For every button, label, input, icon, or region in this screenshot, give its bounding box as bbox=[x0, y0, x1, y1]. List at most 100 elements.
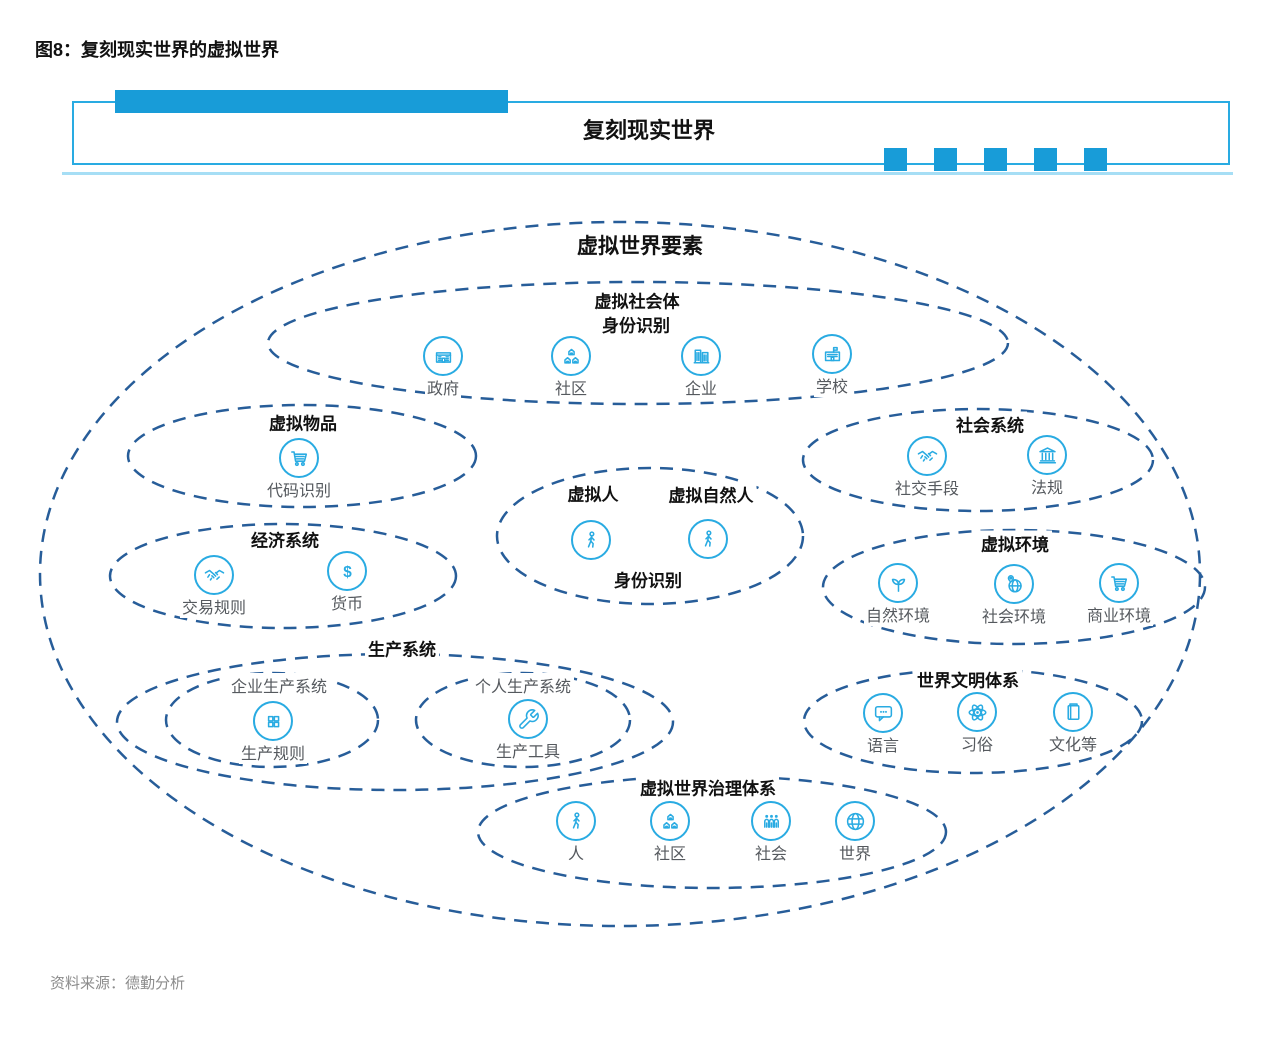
item-label: 社交手段 bbox=[892, 481, 962, 499]
banner-title: 复刻现实世界 bbox=[582, 118, 715, 143]
item-label: 人 bbox=[565, 846, 586, 864]
item-label: 生产规则 bbox=[238, 746, 308, 764]
diagram-item-virtual-natural-person bbox=[688, 519, 728, 559]
diagram-item-natural-env: 自然环境 bbox=[863, 563, 933, 626]
virtual-natural-person-title: 虚拟自然人 bbox=[665, 481, 757, 507]
banner-square bbox=[884, 148, 907, 171]
item-label: 社区 bbox=[651, 846, 688, 864]
production-system-ellipse bbox=[115, 652, 675, 792]
banner-squares bbox=[884, 148, 1107, 171]
economic-system-ellipse bbox=[108, 522, 458, 630]
diagram-item-production-rules: 生产规则 bbox=[238, 701, 308, 764]
item-label: 文化等 bbox=[1046, 737, 1100, 755]
item-label: 语言 bbox=[864, 738, 901, 756]
banner-square bbox=[1084, 148, 1107, 171]
diagram-item-customs: 习俗 bbox=[957, 692, 997, 755]
diagram-item-virtual-person bbox=[571, 520, 611, 560]
outer-world-label: 虚拟世界要素 bbox=[574, 230, 706, 260]
law-court-icon bbox=[1027, 435, 1067, 475]
diagram-item-society: 社会 bbox=[751, 801, 791, 864]
social-body-title-line1: 虚拟社会体 bbox=[591, 287, 683, 313]
item-label: 代码识别 bbox=[264, 483, 334, 501]
walking-person-icon bbox=[556, 801, 596, 841]
item-label: 社会 bbox=[752, 846, 789, 864]
identity-recognition-label: 身份识别 bbox=[611, 566, 685, 592]
diagram-item-social-env: 社会环境 bbox=[979, 564, 1049, 627]
item-label: 生产工具 bbox=[493, 744, 563, 762]
virtual-person-title: 虚拟人 bbox=[564, 480, 622, 506]
sprout-icon bbox=[877, 563, 918, 603]
economic-system-title: 经济系统 bbox=[248, 526, 322, 552]
diagram-item-business-env: 商业环境 bbox=[1084, 563, 1154, 626]
social-body-title-line2: 身份识别 bbox=[599, 311, 673, 337]
figure-title: 图8：复刻现实世界的虚拟世界 bbox=[35, 40, 280, 60]
item-label: 自然环境 bbox=[863, 608, 933, 626]
virtual-environment-title: 虚拟环境 bbox=[978, 530, 1052, 556]
handshake-icon bbox=[906, 436, 947, 476]
diagram-item-trade-rules: 交易规则 bbox=[179, 555, 249, 618]
enterprise-buildings-icon bbox=[681, 336, 721, 376]
book-icon bbox=[1052, 692, 1093, 732]
virtual-items-title: 虚拟物品 bbox=[266, 409, 340, 435]
people-group-icon bbox=[751, 801, 791, 841]
school-building-icon bbox=[812, 334, 852, 374]
walking-person-icon bbox=[571, 520, 611, 560]
shopping-cart-icon bbox=[278, 438, 319, 478]
grid-modules-icon bbox=[252, 701, 293, 741]
diagram-item-regulations: 法规 bbox=[1027, 435, 1067, 498]
chat-bubble-icon bbox=[863, 693, 903, 733]
diagram-item-language: 语言 bbox=[863, 693, 903, 756]
community-houses-icon bbox=[650, 801, 690, 841]
diagram-item-world: 世界 bbox=[835, 801, 875, 864]
community-houses-icon bbox=[551, 336, 591, 376]
social-system-title: 社会系统 bbox=[953, 411, 1027, 437]
walking-person-icon bbox=[688, 519, 728, 559]
item-label: 货币 bbox=[328, 596, 365, 614]
social-system-ellipse bbox=[801, 407, 1155, 513]
diagram-item-person: 人 bbox=[556, 801, 596, 864]
banner-underline bbox=[62, 172, 1233, 175]
diagram-item-community: 社区 bbox=[551, 336, 591, 399]
government-building-icon bbox=[423, 336, 463, 376]
diagram-item-currency: 货币 bbox=[327, 551, 367, 614]
diagram-item-community: 社区 bbox=[650, 801, 690, 864]
diagram-item-production-tools: 生产工具 bbox=[493, 699, 563, 762]
governance-title: 虚拟世界治理体系 bbox=[637, 774, 779, 800]
civilization-title: 世界文明体系 bbox=[914, 666, 1022, 692]
diagram-item-enterprise: 企业 bbox=[681, 336, 721, 399]
item-label: 学校 bbox=[813, 379, 850, 397]
item-label: 习俗 bbox=[958, 737, 995, 755]
production-system-title: 生产系统 bbox=[365, 635, 439, 661]
social-body-ellipse bbox=[266, 280, 1010, 406]
enterprise-production-title: 企业生产系统 bbox=[227, 673, 331, 697]
diagram-item-social-means: 社交手段 bbox=[892, 436, 962, 499]
item-label: 政府 bbox=[424, 381, 461, 399]
wrench-icon bbox=[507, 699, 548, 739]
banner-square bbox=[934, 148, 957, 171]
virtual-environment-ellipse bbox=[821, 528, 1207, 646]
virtual-person-ellipse bbox=[495, 466, 805, 606]
diagram-item-code-id: 代码识别 bbox=[264, 438, 334, 501]
item-label: 社区 bbox=[552, 381, 589, 399]
item-label: 世界 bbox=[836, 846, 873, 864]
item-label: 企业 bbox=[682, 381, 719, 399]
item-label: 商业环境 bbox=[1084, 608, 1154, 626]
diagram-item-government: 政府 bbox=[423, 336, 463, 399]
enterprise-production-ellipse bbox=[164, 671, 380, 769]
dollar-coin-icon bbox=[327, 551, 367, 591]
globe-location-pin-icon bbox=[993, 564, 1034, 604]
item-label: 社会环境 bbox=[979, 609, 1049, 627]
personal-production-title: 个人生产系统 bbox=[471, 673, 575, 697]
banner-square bbox=[1034, 148, 1057, 171]
atom-icon bbox=[957, 692, 997, 732]
handshake-icon bbox=[193, 555, 234, 595]
banner-square bbox=[984, 148, 1007, 171]
globe-icon bbox=[835, 801, 875, 841]
banner-accent-bar bbox=[115, 90, 508, 113]
diagram-item-school: 学校 bbox=[812, 334, 852, 397]
virtual-items-ellipse bbox=[126, 403, 478, 509]
shopping-cart-icon bbox=[1098, 563, 1139, 603]
item-label: 交易规则 bbox=[179, 600, 249, 618]
